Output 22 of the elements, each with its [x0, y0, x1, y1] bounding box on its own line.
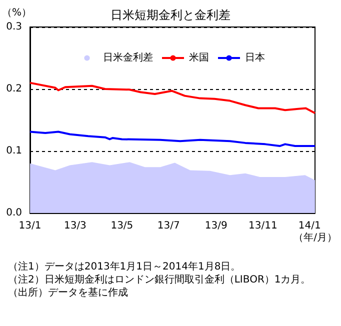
x-tick-label: 13/1: [18, 220, 42, 232]
y-tick-label: 0.0: [6, 208, 22, 218]
x-tick-label: 13/3: [64, 220, 86, 232]
y-axis-title: （%）: [2, 8, 32, 18]
legend-label: 日米金利差: [103, 52, 153, 64]
text: （注1）データは2013年1月1日～2014年1月8日。: [8, 260, 241, 272]
legend-label: 米国: [189, 52, 209, 64]
x-axis-title: （年/月）: [294, 232, 338, 244]
text: （出所）データを基に作成: [8, 286, 128, 298]
y-tick-label: 0.2: [6, 84, 22, 94]
chart-title: 日米短期金利と金利差: [110, 8, 230, 22]
x-tick-label: 13/5: [110, 220, 134, 232]
x-tick-label: 14/1: [298, 220, 321, 232]
text: （注2）日米短期金利はロンドン銀行間取引金利（LIBOR）1カ月。: [8, 274, 311, 286]
y-tick-label: 0.3: [6, 22, 22, 32]
y-tick-label: 0.1: [6, 146, 22, 156]
line-series: [29, 82, 316, 114]
x-tick-label: 13/7: [157, 220, 180, 232]
line-series: [29, 130, 316, 148]
x-tick-label: 13/9: [204, 220, 228, 232]
x-tick-label: 13/11: [248, 220, 278, 232]
legend-label: 日本: [245, 52, 265, 64]
